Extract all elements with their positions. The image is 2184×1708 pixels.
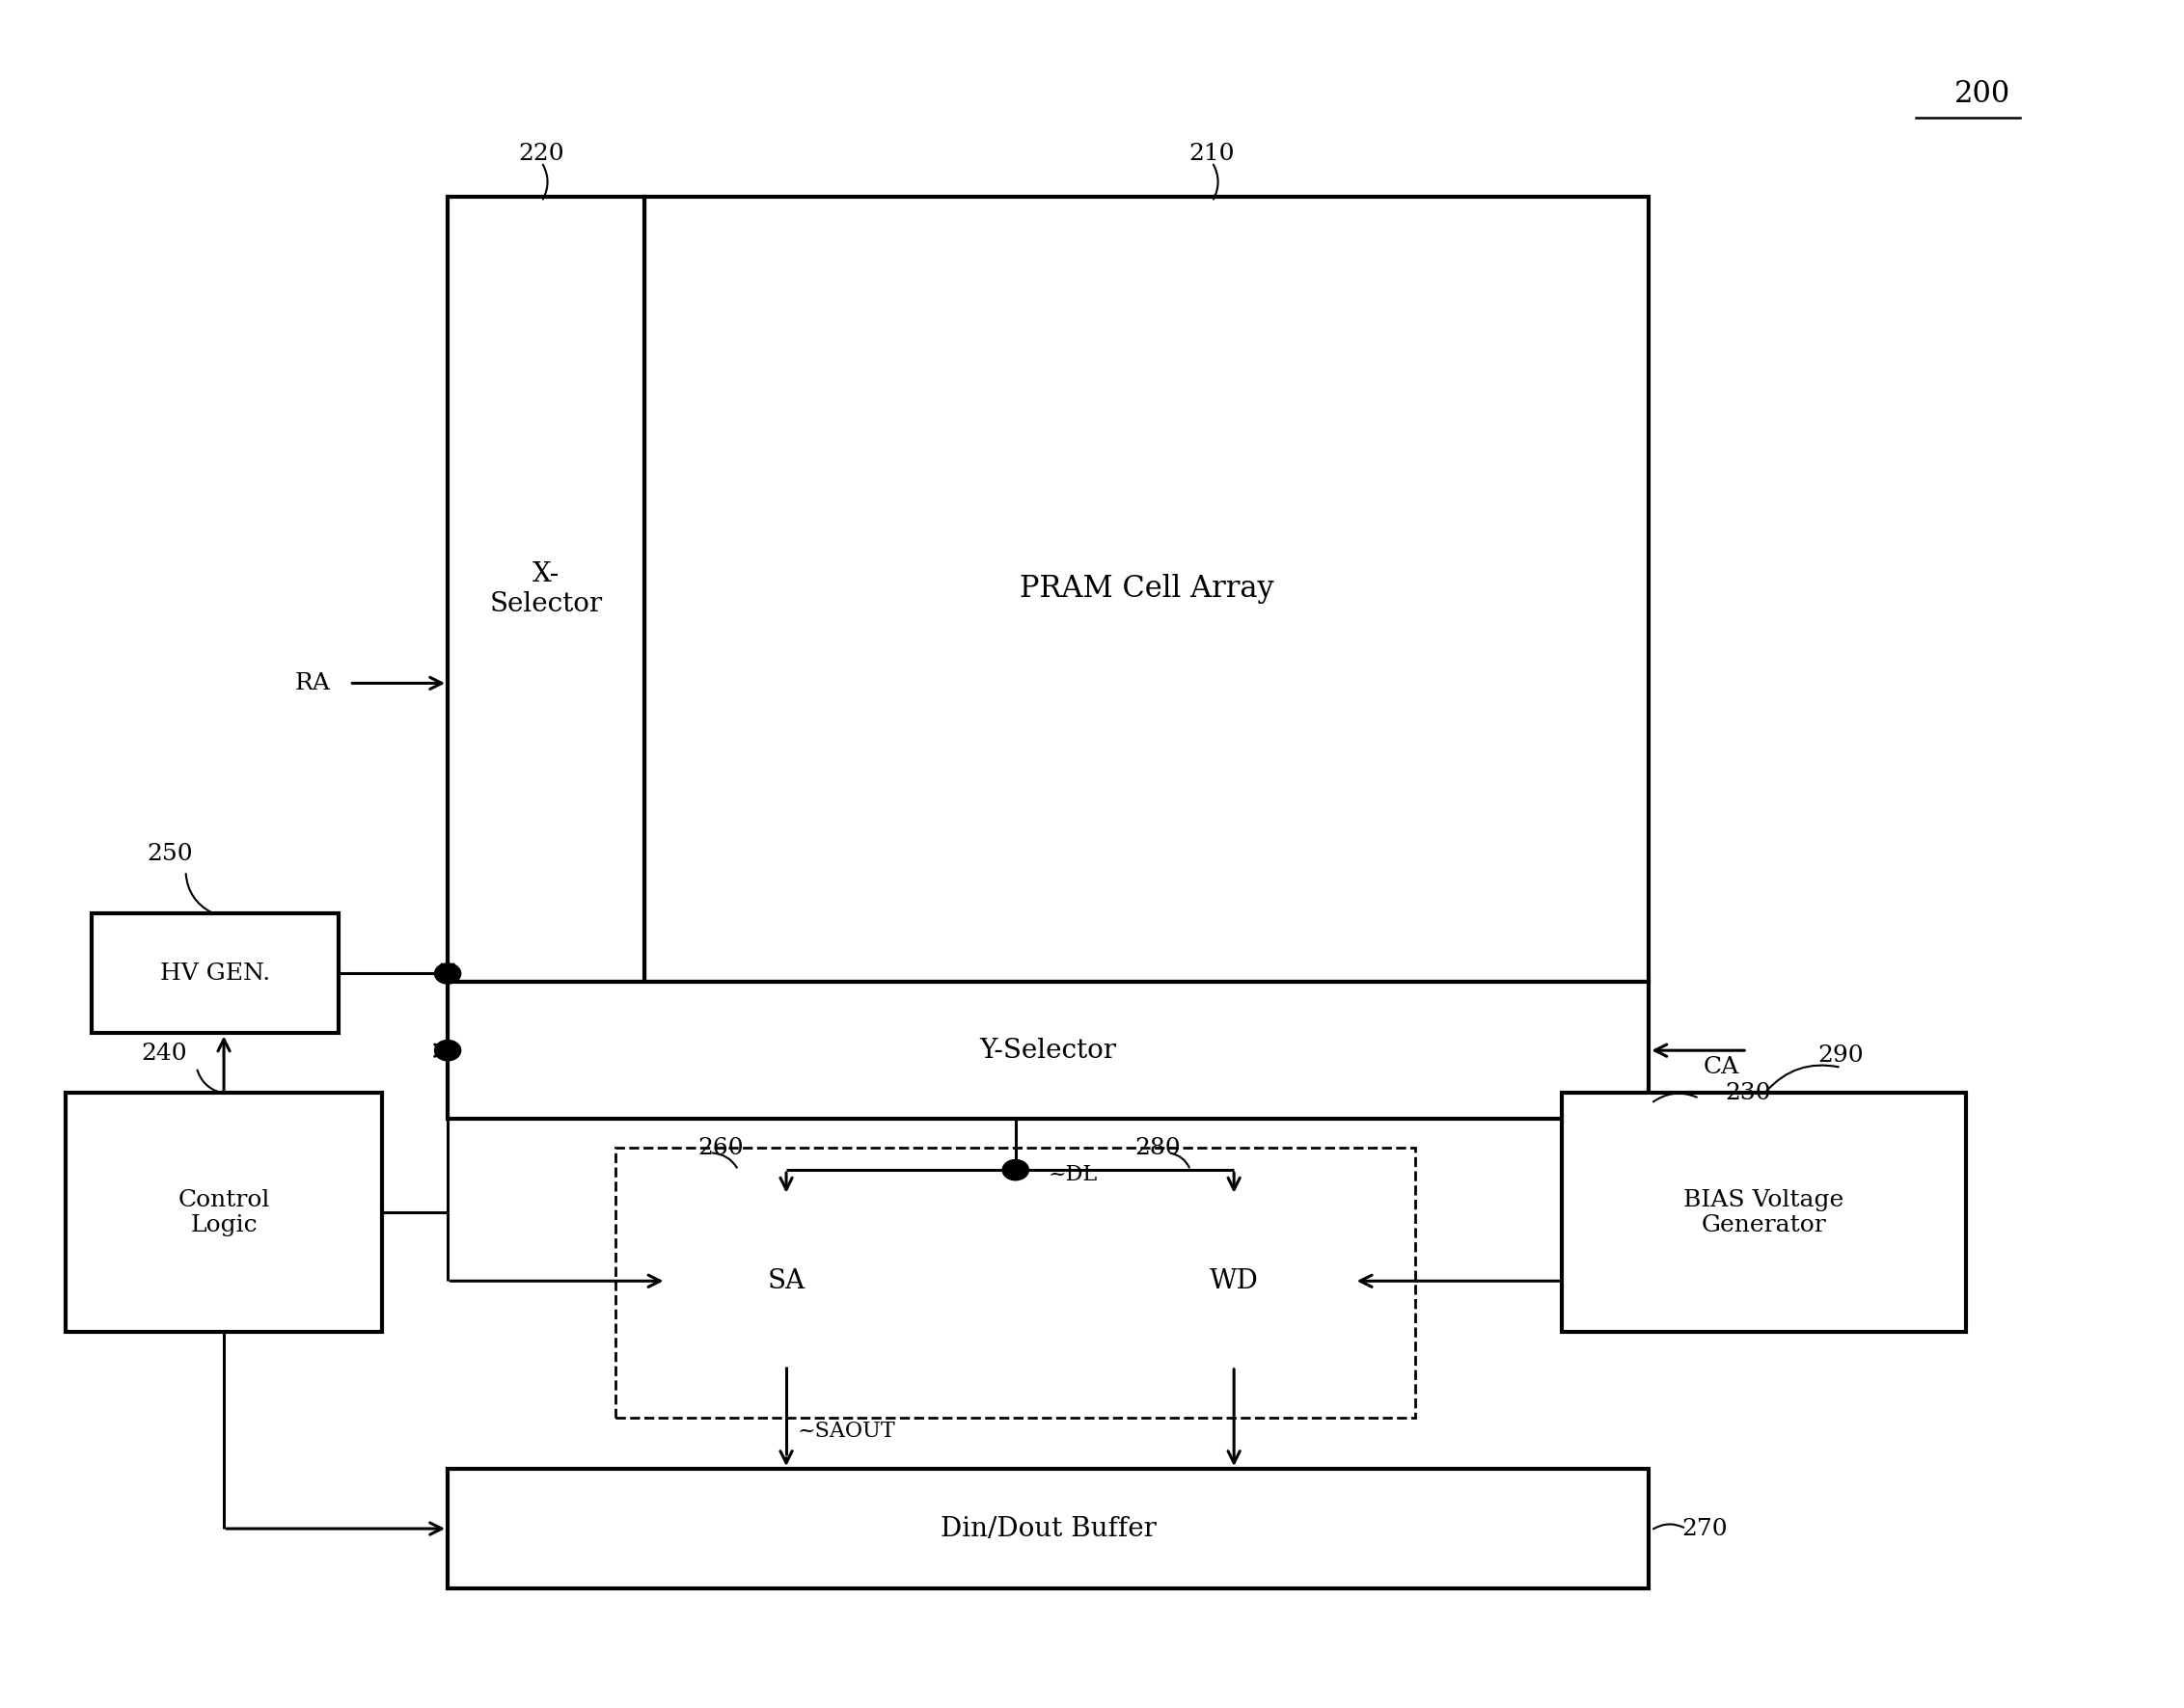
Text: RA: RA: [295, 673, 330, 693]
Text: SA: SA: [767, 1267, 806, 1295]
Text: 200: 200: [1955, 79, 2011, 109]
Bar: [1114, 1196, 1354, 1366]
Bar: [1562, 1093, 1966, 1332]
Text: WD: WD: [1210, 1267, 1258, 1295]
Text: CA: CA: [1704, 1057, 1738, 1078]
Text: 260: 260: [697, 1138, 745, 1158]
Text: 270: 270: [1682, 1518, 1728, 1539]
Text: Y-Selector: Y-Selector: [981, 1037, 1116, 1064]
Text: 280: 280: [1133, 1138, 1182, 1158]
Bar: [666, 1196, 906, 1366]
Circle shape: [1002, 1160, 1029, 1180]
Text: 250: 250: [146, 844, 194, 864]
Text: ~SAOUT: ~SAOUT: [797, 1421, 895, 1442]
Bar: [644, 196, 1649, 982]
Text: ~DL: ~DL: [1048, 1165, 1099, 1185]
Bar: [66, 1093, 382, 1332]
Text: 220: 220: [518, 143, 566, 164]
Text: 240: 240: [140, 1044, 188, 1064]
Bar: [448, 982, 1649, 1119]
Text: 230: 230: [1725, 1083, 1771, 1103]
Text: X-
Selector: X- Selector: [489, 562, 603, 617]
Text: PRAM Cell Array: PRAM Cell Array: [1020, 574, 1273, 605]
Bar: [448, 1469, 1649, 1588]
Bar: [448, 196, 644, 982]
Text: 290: 290: [1817, 1045, 1865, 1066]
Text: Din/Dout Buffer: Din/Dout Buffer: [941, 1515, 1155, 1542]
Bar: [616, 1148, 1415, 1418]
Text: Control
Logic: Control Logic: [177, 1189, 271, 1237]
Text: HV GEN.: HV GEN.: [159, 963, 271, 984]
Circle shape: [435, 963, 461, 984]
Bar: [92, 914, 339, 1033]
Circle shape: [435, 1040, 461, 1061]
Text: BIAS Voltage
Generator: BIAS Voltage Generator: [1684, 1189, 1843, 1237]
Text: 210: 210: [1190, 143, 1234, 164]
